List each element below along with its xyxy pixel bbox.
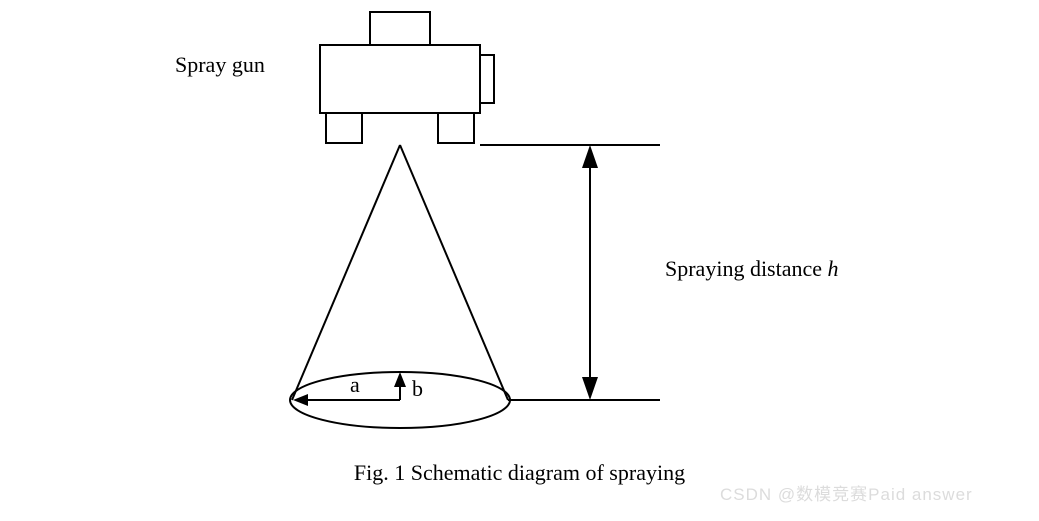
watermark: CSDN @数模竞赛Paid answer [720, 480, 973, 505]
gun-top-block [370, 12, 430, 45]
distance-arrow-top [582, 145, 598, 168]
label-a: a [350, 372, 360, 398]
diagram-container: Spray gun Spraying distance h a b Fig. 1… [0, 0, 1039, 516]
label-spraying-distance: Spraying distance h [665, 256, 839, 282]
gun-body [320, 45, 480, 113]
gun-right-foot [438, 113, 474, 143]
axis-a-arrowhead [293, 394, 308, 406]
spraying-distance-text: Spraying distance [665, 256, 822, 281]
axis-b-arrowhead [394, 372, 406, 387]
gun-right-tab [480, 55, 494, 103]
gun-left-foot [326, 113, 362, 143]
cone-right [400, 145, 508, 400]
spraying-distance-var: h [828, 256, 839, 281]
distance-arrow-bottom [582, 377, 598, 400]
diagram-svg [0, 0, 1039, 516]
label-b: b [412, 376, 423, 402]
label-spray-gun: Spray gun [175, 52, 265, 78]
cone-left [292, 145, 400, 400]
